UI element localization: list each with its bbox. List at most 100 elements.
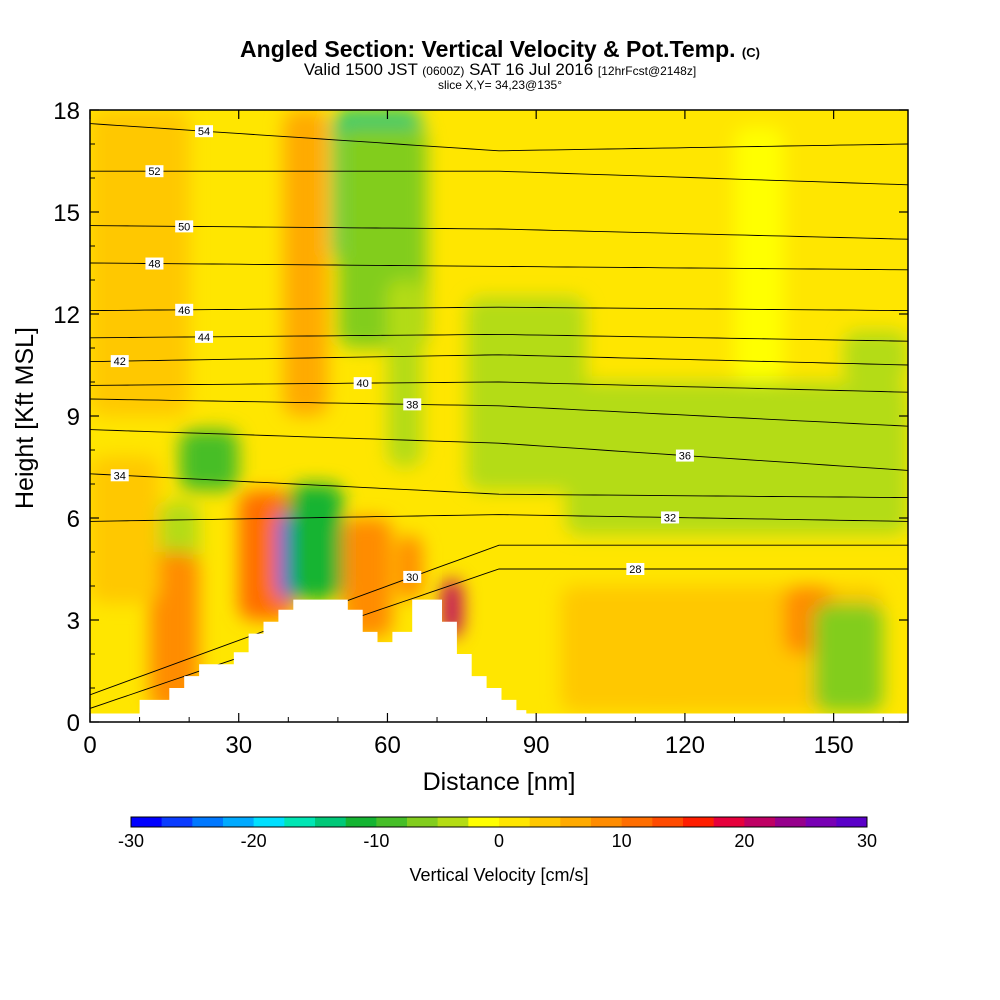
x-tick-label: 30 <box>225 732 252 759</box>
velocity-cell <box>466 297 586 491</box>
theta-label-text: 50 <box>178 221 190 233</box>
velocity-cell <box>179 429 239 491</box>
colorbar-swatch <box>683 817 714 827</box>
theta-label: 28 <box>626 563 645 576</box>
theta-label-text: 32 <box>664 512 676 524</box>
colorbar-tick-label: -20 <box>241 831 267 851</box>
colorbar-tick-label: 30 <box>857 831 877 851</box>
isentrope-line <box>90 381 908 393</box>
colorbar-swatch <box>315 817 346 827</box>
theta-label-text: 48 <box>148 259 160 271</box>
velocity-cell <box>387 280 423 467</box>
isentrope-line <box>90 473 908 499</box>
theta-label-text: 44 <box>198 332 210 344</box>
theta-label-text: 52 <box>148 166 160 178</box>
plot-area: 28 30 32 34 36 38 40 42 44 46 48 50 52 54 <box>90 110 908 722</box>
theta-label: 36 <box>675 449 694 463</box>
isentrope-line <box>90 306 908 312</box>
isentrope-line <box>90 262 908 271</box>
velocity-cell <box>288 484 343 600</box>
colorbar: -30 -20 -10 0 10 20 30 <box>118 816 877 851</box>
colorbar-swatch <box>223 817 254 827</box>
chart-title-text: Angled Section: Vertical Velocity & Pot.… <box>240 36 736 62</box>
isentrope-line <box>90 514 908 522</box>
colorbar-swatch <box>345 817 377 827</box>
y-tick-label: 6 <box>67 506 80 533</box>
colorbar-swatch <box>591 817 622 827</box>
terrain <box>90 599 908 722</box>
y-tick-label: 12 <box>53 302 80 329</box>
isentrope-line <box>90 398 908 427</box>
x-tick-label: 120 <box>665 732 705 759</box>
colorbar-tick-label: 10 <box>612 831 632 851</box>
colorbar-swatch <box>468 817 500 827</box>
y-tick-label: 3 <box>67 608 80 635</box>
theta-label-text: 54 <box>198 126 210 138</box>
isentrope-line <box>90 333 908 342</box>
colorbar-tick-label: 20 <box>734 831 754 851</box>
slice-info: slice X,Y= 34,23@135° <box>437 78 563 92</box>
colorbar-tick-label: -10 <box>363 831 389 851</box>
isentrope-line <box>90 123 908 152</box>
colorbar-swatch <box>560 817 592 827</box>
x-tick-label: 150 <box>814 732 854 759</box>
velocity-cell <box>283 110 328 416</box>
y-tick-label: 9 <box>67 404 80 431</box>
colorbar-swatch <box>437 817 469 827</box>
theta-label: 46 <box>175 303 194 317</box>
colorbar-swatch <box>713 817 745 827</box>
colorbar-swatch <box>744 817 776 827</box>
colorbar-swatch <box>775 817 806 827</box>
theta-label: 44 <box>195 330 214 344</box>
x-tick-label: 60 <box>374 732 401 759</box>
isentrope-line <box>90 544 908 696</box>
theta-label-text: 38 <box>406 399 418 411</box>
valid-zulu: (0600Z) <box>422 64 465 78</box>
velocity-cell <box>734 127 785 382</box>
isentrope-line <box>90 225 908 240</box>
theta-isentropes <box>90 123 908 709</box>
colorbar-swatch <box>621 817 653 827</box>
chart-title-mark: (C) <box>741 45 760 60</box>
theta-label-text: 34 <box>114 470 126 482</box>
valid-date: SAT 16 Jul 2016 <box>469 60 594 79</box>
theta-label: 52 <box>145 165 164 178</box>
colorbar-swatch <box>836 817 868 827</box>
theta-label: 54 <box>195 125 214 138</box>
y-tick-label: 18 <box>53 98 80 125</box>
theta-label: 32 <box>661 511 680 524</box>
colorbar-swatch <box>192 817 224 827</box>
forecast-info: [12hrFcst@2148z] <box>597 64 697 78</box>
velocity-cell <box>397 535 423 600</box>
colorbar-swatch <box>529 817 561 827</box>
theta-label: 34 <box>110 469 129 482</box>
isentrope-line <box>90 354 908 366</box>
theta-label-text: 42 <box>114 356 126 368</box>
isentrope-line <box>90 170 908 186</box>
theta-label-text: 30 <box>406 572 418 584</box>
colorbar-swatch <box>805 817 837 827</box>
x-axis-title: Distance [nm] <box>423 768 576 796</box>
y-tick-label: 15 <box>53 200 80 227</box>
colorbar-frame <box>130 816 868 828</box>
theta-label: 42 <box>110 355 129 368</box>
colorbar-tick-label: -30 <box>118 831 144 851</box>
colorbar-swatch <box>161 817 193 827</box>
theta-label: 48 <box>145 257 164 271</box>
chart-subtitle: Valid 1500 JST (0600Z) SAT 16 Jul 2016 [… <box>0 60 1000 80</box>
velocity-cell <box>342 518 393 637</box>
velocity-cell <box>565 382 908 535</box>
colorbar-title: Vertical Velocity [cm/s] <box>409 865 588 885</box>
colorbar-swatch <box>253 817 285 827</box>
colorbar-swatch <box>376 817 408 827</box>
y-tick-label: 0 <box>67 710 80 737</box>
velocity-cell <box>843 331 908 382</box>
theta-label: 40 <box>353 377 372 390</box>
theta-label: 38 <box>403 398 422 411</box>
colorbar-swatch <box>131 817 162 827</box>
colorbar-swatch <box>652 817 684 827</box>
chart-title: Angled Section: Vertical Velocity & Pot.… <box>0 36 1000 63</box>
colorbar-swatch <box>407 817 438 827</box>
